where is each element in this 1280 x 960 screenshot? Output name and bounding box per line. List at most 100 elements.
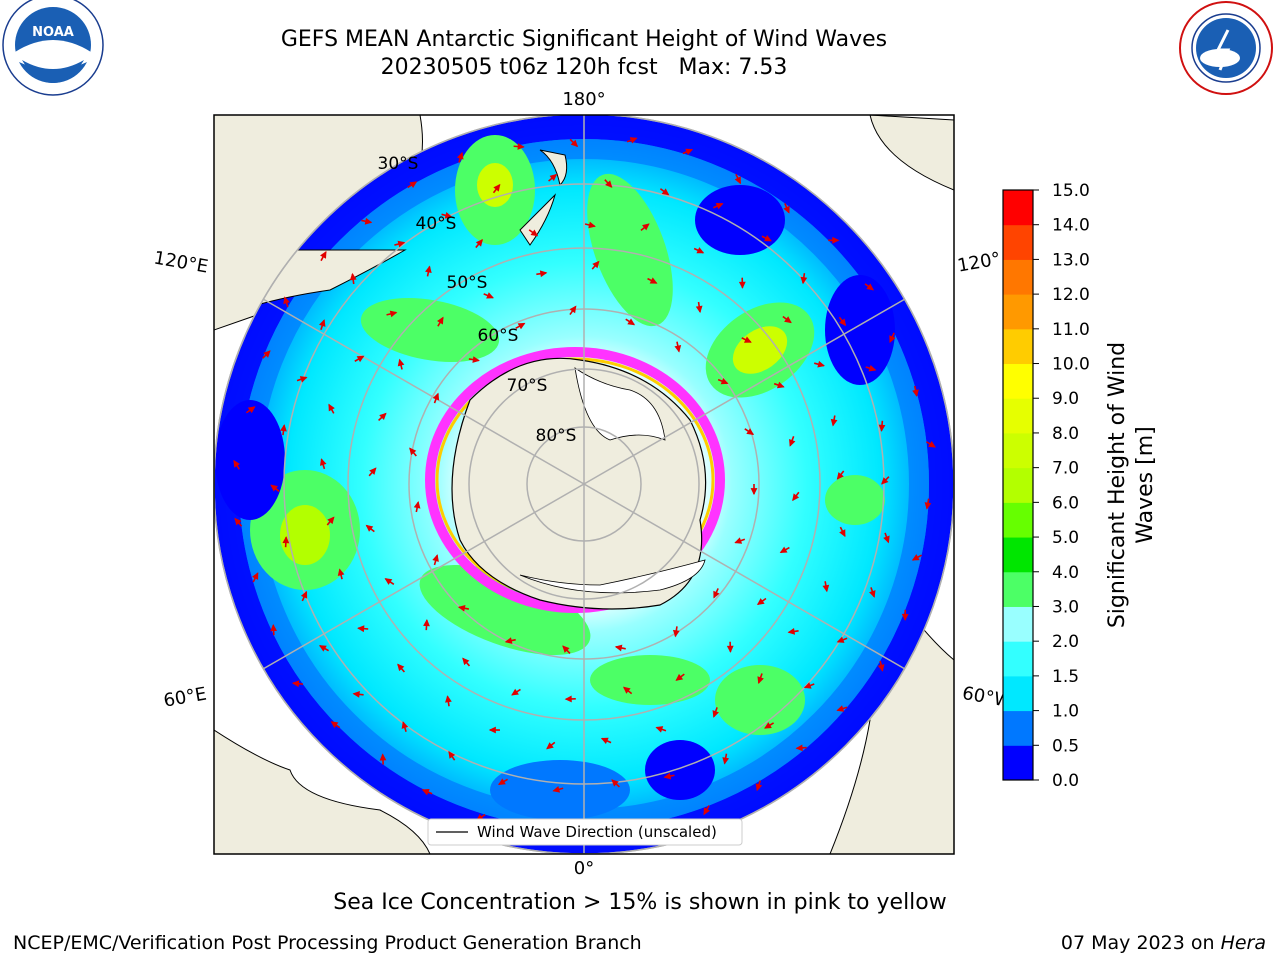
- colorbar-tick-label: 6.0: [1052, 493, 1079, 513]
- colorbar-swatch: [1003, 502, 1033, 538]
- lat-label: 60°S: [478, 326, 519, 346]
- wind-arrow-head: [475, 239, 483, 247]
- wind-arrow-head: [409, 447, 417, 456]
- wind-arrow-head: [720, 377, 729, 385]
- wind-arrow-head: [755, 783, 763, 792]
- date-value: 07 May 2023 on: [1060, 932, 1221, 954]
- wind-arrow-head: [830, 418, 838, 427]
- wind-arrow-head: [457, 151, 464, 160]
- wind-arrow-head: [511, 688, 519, 696]
- wind-arrow-head: [866, 283, 875, 291]
- wind-arrow-head: [672, 629, 680, 638]
- wind-arrow-head: [432, 554, 439, 562]
- wind-arrow-head: [883, 535, 890, 544]
- wind-arrow-head: [622, 686, 631, 694]
- wind-arrow-head: [713, 590, 720, 599]
- wind-arrow-head: [605, 180, 613, 188]
- wind-arrow-head: [901, 613, 909, 621]
- wind-arrow-head: [570, 139, 579, 148]
- wind-arrow-head: [369, 467, 377, 475]
- wind-arrow-head: [795, 744, 803, 752]
- wind-arrow-head: [504, 637, 513, 644]
- wind-arrow-head: [517, 143, 525, 150]
- national-weather-service-logo-icon: [1172, 0, 1280, 110]
- wind-arrow-head: [409, 181, 418, 189]
- colorbar-tick-label: 9.0: [1052, 389, 1079, 409]
- wind-arrow-head: [486, 292, 494, 299]
- colorbar-frame: [1002, 189, 1034, 781]
- wind-arrow-head: [592, 260, 600, 269]
- wind-arrow-head: [569, 305, 577, 314]
- wind-arrow-head: [928, 440, 936, 448]
- wind-arrow-head: [629, 137, 638, 144]
- wind-arrow-head: [397, 358, 405, 367]
- lat-label: 50°S: [447, 273, 488, 293]
- wind-arrow-head: [881, 477, 889, 485]
- wind-arrow-head: [764, 235, 772, 242]
- chart-title: GEFS MEAN Antarctic Significant Height o…: [280, 27, 888, 52]
- wind-arrow-head: [280, 424, 287, 432]
- lat-label: 70°S: [507, 376, 548, 396]
- wind-arrow-head: [696, 247, 705, 254]
- wind-arrow-head: [564, 695, 572, 703]
- date-text: 07 May 2023 on Hera: [1061, 932, 1266, 954]
- colorbar-tick-label: 13.0: [1052, 250, 1090, 270]
- wind-arrow-head: [337, 568, 345, 577]
- wind-arrow-head: [800, 276, 808, 285]
- wind-arrow-head: [517, 322, 526, 330]
- noaa-logo-icon: NOAA: [0, 0, 110, 110]
- wind-arrow-head: [726, 645, 734, 653]
- wind-arrow-head: [356, 355, 365, 363]
- wind-arrow-head: [868, 364, 877, 372]
- wind-arrow-head: [472, 356, 480, 363]
- colorbar-tick-label: 12.0: [1052, 285, 1090, 305]
- wind-arrow-head: [247, 406, 256, 414]
- wind-arrow-head: [789, 438, 796, 447]
- wind-arrow-head: [836, 705, 845, 712]
- lat-label: 80°S: [536, 426, 577, 446]
- colorbar: 0.0 0.5 1.0 1.5 2.0 3.0 4.0 5.0 6.0 7.0 8.0 9.0 10.0…: [1002, 181, 1090, 791]
- colorbar-swatch: [1003, 398, 1033, 434]
- wind-arrow-head: [318, 645, 327, 652]
- wind-arrow-head: [764, 722, 772, 729]
- wind-arrow-head: [776, 381, 785, 389]
- wind-arrow-head: [661, 188, 670, 196]
- wind-arrow-head: [462, 657, 470, 666]
- wind-arrow-head: [413, 501, 421, 509]
- wind-arrow-head: [397, 240, 406, 248]
- wind-arrow-head: [530, 229, 539, 237]
- wind-arrow-head: [614, 644, 623, 652]
- wind-arrow-head: [792, 493, 800, 502]
- wind-arrow-head: [549, 173, 558, 182]
- wind-arrow-head: [437, 316, 444, 325]
- wind-arrow-head: [291, 680, 300, 688]
- colorbar-label-line2: Waves [m]: [1133, 426, 1158, 543]
- colorbar-tick-label: 15.0: [1052, 181, 1090, 201]
- wind-arrow-head: [889, 335, 896, 344]
- wind-arrow-head: [319, 319, 326, 327]
- wind-arrow-head: [685, 148, 694, 155]
- wind-arrow-head: [379, 412, 387, 421]
- wind-arrow-head: [448, 751, 456, 759]
- wind-arrow-head: [444, 212, 453, 219]
- wind-arrow-head: [649, 277, 658, 284]
- wind-arrow-head: [695, 305, 703, 314]
- colorbar-tick-label: 1.0: [1052, 702, 1079, 722]
- colorbar-swatch: [1003, 641, 1033, 677]
- wind-arrow-head: [757, 676, 764, 685]
- colorbar-tick-label: 14.0: [1052, 216, 1090, 236]
- colorbar-label-line1: Significant Height of Wind: [1105, 342, 1130, 628]
- wind-arrow-head: [488, 726, 496, 734]
- wind-arrow-head: [397, 663, 405, 672]
- wind-arrow-head: [299, 376, 308, 383]
- wind-arrow-head: [364, 217, 373, 225]
- colorbar-swatch: [1003, 571, 1033, 607]
- wind-arrow-head: [421, 789, 430, 796]
- latitude-labels: 30°S 40°S 50°S 60°S 70°S 80°S: [378, 154, 577, 446]
- chart-subtitle: 20230505 t06z 120h fcst Max: 7.53: [380, 55, 788, 80]
- sea-ice-band: [425, 347, 725, 613]
- wind-arrow-head: [445, 695, 452, 703]
- wind-arrow-head: [832, 236, 840, 244]
- wind-arrow-head: [552, 786, 561, 793]
